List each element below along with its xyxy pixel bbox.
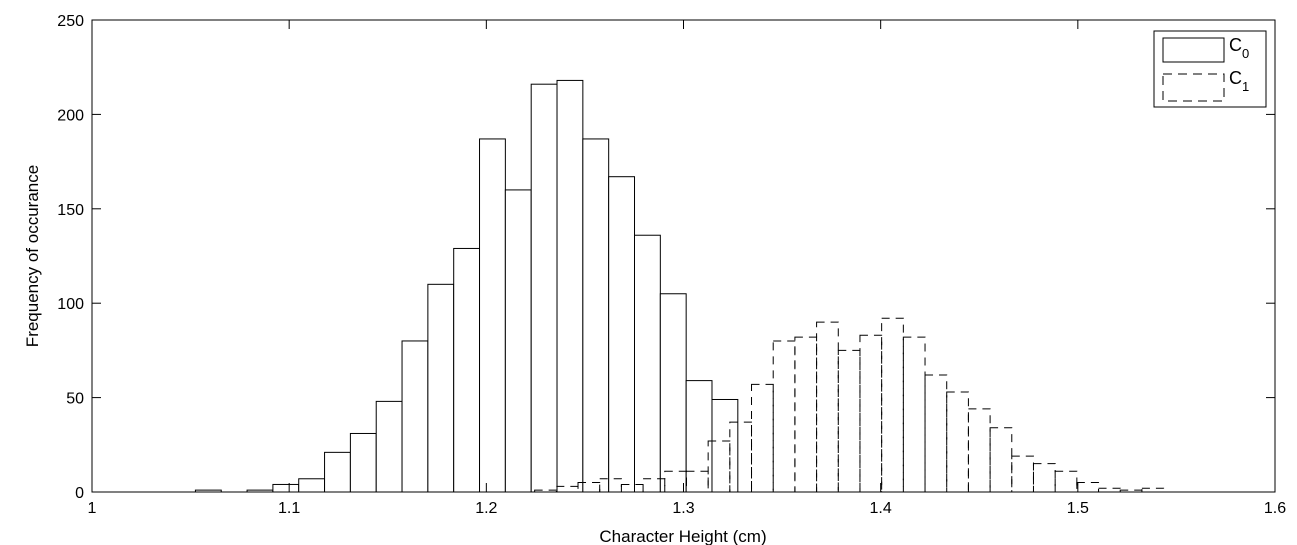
- histogram-bar-c1-23: [1032, 463, 1056, 493]
- legend-label-c0: C0: [1229, 35, 1249, 61]
- histogram-bar-c0-19: [711, 398, 739, 493]
- histogram-bar-c0-13: [556, 79, 584, 493]
- histogram-bar-c1-8: [707, 440, 731, 493]
- histogram-bar-c1-22: [1011, 455, 1034, 493]
- legend-label-c0-main: C: [1229, 35, 1242, 55]
- histogram-bar-c0-14: [582, 138, 610, 493]
- legend-label-c1-sub: 1: [1242, 79, 1249, 94]
- y-tick-label: 150: [57, 202, 84, 219]
- histogram-bar-c0-6: [375, 400, 403, 493]
- histogram-bar-c0-3: [298, 478, 326, 493]
- x-tick-label: 1.6: [1264, 500, 1286, 517]
- x-tick-label: 1.3: [672, 500, 694, 517]
- histogram-bar-c0-10: [479, 138, 506, 493]
- histogram-bar-c1-15: [859, 334, 883, 493]
- histogram-bar-c1-20: [967, 408, 991, 493]
- legend-label-c1-main: C: [1229, 68, 1242, 88]
- series-c0-bars: [194, 79, 739, 493]
- y-tick-label: 0: [75, 485, 84, 502]
- histogram-bar-c0-16: [634, 234, 661, 493]
- histogram-bar-c1-13: [816, 321, 839, 493]
- histogram-bar-c1-28: [1141, 487, 1165, 493]
- x-tick-label: 1.4: [870, 500, 892, 517]
- y-tick-label: 50: [66, 391, 84, 408]
- histogram-bar-c0-7: [401, 340, 429, 493]
- histogram-bar-c0-12: [530, 83, 558, 493]
- legend-swatch-c0: [1162, 37, 1225, 63]
- histogram-bar-c0-17: [659, 293, 687, 493]
- x-tick-label: 1.5: [1067, 500, 1089, 517]
- x-axis-tick-labels: 1 1.1 1.2 1.3 1.4 1.5 1.6: [88, 500, 1287, 517]
- x-tick-label: 1.2: [475, 500, 497, 517]
- y-tick-label: 250: [57, 13, 84, 30]
- histogram-bar-c1-26: [1098, 487, 1121, 493]
- histogram-bar-c1-16: [881, 317, 904, 493]
- x-tick-label: 1: [88, 500, 97, 517]
- histogram-bar-c0-11: [504, 189, 532, 493]
- y-tick-label: 200: [57, 107, 84, 124]
- histogram-bar-c1-11: [772, 340, 796, 493]
- histogram-bar-c0-2: [272, 483, 300, 493]
- y-axis-label: Frequency of occurance: [23, 165, 42, 347]
- histogram-bar-c0-4: [324, 451, 351, 493]
- histogram-bar-c0-15: [608, 176, 636, 493]
- x-axis-label: Character Height (cm): [599, 527, 766, 545]
- legend: C0 C1: [1153, 30, 1267, 108]
- histogram-bar-c0-8: [427, 283, 455, 493]
- histogram-bar-c1-12: [794, 336, 818, 493]
- histogram-bar-c1-10: [751, 383, 774, 493]
- histogram-bar-c1-17: [902, 336, 926, 493]
- histogram-bar-c1-21: [989, 427, 1013, 493]
- legend-label-c1: C1: [1229, 68, 1249, 94]
- legend-label-c0-sub: 0: [1242, 46, 1249, 61]
- histogram-bar-c1-25: [1076, 482, 1100, 493]
- histogram-bar-c1-18: [924, 374, 948, 493]
- histogram-bar-c1-24: [1054, 470, 1078, 493]
- histogram-bar-c0-5: [349, 432, 377, 493]
- histogram-bar-c1-19: [946, 391, 969, 493]
- axis-ticks: [91, 19, 1276, 493]
- histogram-bar-c0-9: [453, 247, 481, 493]
- legend-swatch-c1: [1162, 73, 1225, 102]
- histogram-bar-c1-2: [577, 482, 601, 493]
- histogram-bar-c0-18: [685, 380, 713, 493]
- y-tick-label: 100: [57, 296, 84, 313]
- x-tick-label: 1.1: [278, 500, 300, 517]
- y-axis-tick-labels: 0 50 100 150 200 250: [57, 13, 84, 502]
- histogram-bar-c1-14: [837, 349, 861, 493]
